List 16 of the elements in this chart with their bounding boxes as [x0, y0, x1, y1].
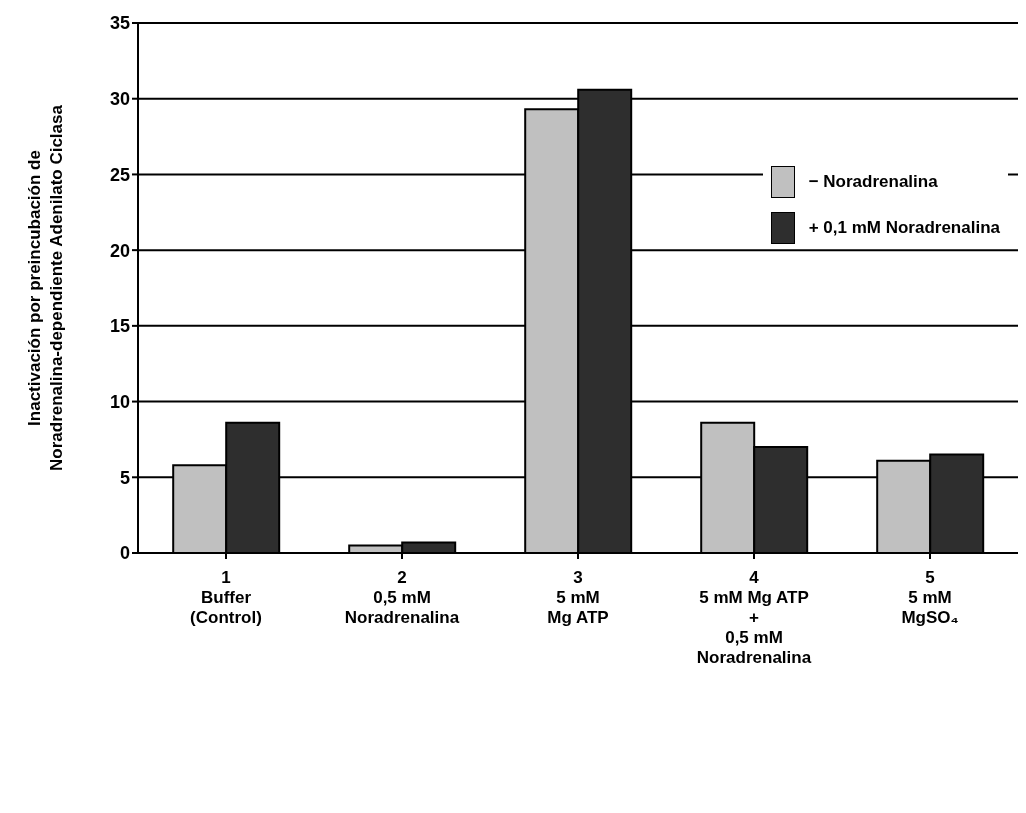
y-tick-label: 35	[109, 13, 130, 34]
x-tick-label: 1 Buffer (Control)	[190, 568, 262, 627]
x-tick-label: 3 5 mM Mg ATP	[547, 568, 609, 627]
legend-label: + 0,1 mM Noradrenalina	[808, 218, 1000, 238]
y-tick-label: 10	[109, 391, 130, 412]
x-tick-label: 5 5 mM MgSO₄	[901, 568, 959, 627]
y-tick-label: 20	[109, 240, 130, 261]
y-tick-label: 5	[119, 467, 130, 488]
x-tick-label: 4 5 mM Mg ATP + 0,5 mM Noradrenalina	[696, 568, 812, 667]
x-tick-label: 2 0,5 mM Noradrenalina	[344, 568, 460, 627]
y-tick-label: 25	[109, 164, 130, 185]
y-axis-title: Inactivación por preincubación de Noradrenalina-dependiente Adenilato Ciclasa	[25, 104, 66, 471]
y-tick-label: 30	[109, 89, 130, 110]
legend-label: − Noradrenalina	[808, 172, 938, 192]
y-tick-label: 0	[119, 543, 130, 564]
y-tick-label: 15	[109, 316, 130, 337]
